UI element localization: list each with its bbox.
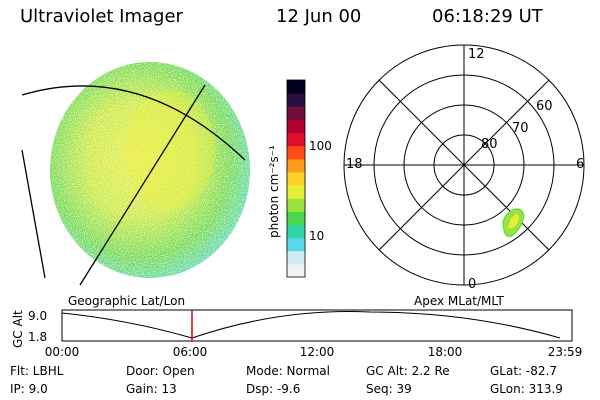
longitude-line-right xyxy=(79,84,206,286)
info-glon: GLon: 313.9 xyxy=(490,382,563,396)
mlt-label-6: 6 xyxy=(576,157,584,172)
info-mode: Mode: Normal xyxy=(246,364,330,378)
polar-axis-diag2 xyxy=(378,79,550,251)
colorbar xyxy=(286,79,306,278)
geographic-image xyxy=(21,62,250,286)
colorbar-segment xyxy=(287,145,305,160)
timeline-xtick-0600: 06:00 xyxy=(173,345,208,359)
info-ip: IP: 9.0 xyxy=(10,382,48,396)
lat-label-80: 80 xyxy=(481,137,498,152)
timeline-ytick-1.8: 1.8 xyxy=(28,330,47,344)
colorbar-segment xyxy=(287,106,305,120)
colorbar-segment xyxy=(287,132,305,147)
colorbar-segment xyxy=(287,119,305,134)
colorbar-segment xyxy=(287,158,305,173)
timeline-frame xyxy=(61,309,573,342)
aurora-texture xyxy=(50,62,250,278)
aurora-bright-band xyxy=(125,90,215,210)
caption-apex: Apex MLat/MLT xyxy=(414,294,504,308)
caption-geographic: Geographic Lat/Lon xyxy=(68,294,185,308)
colorbar-frame xyxy=(286,79,306,278)
colorbar-segment xyxy=(287,237,305,252)
colorbar-tick-100: 100 xyxy=(309,139,332,153)
polar-aurora-core xyxy=(508,214,519,229)
info-seq: Seq: 39 xyxy=(366,382,412,396)
colorbar-segment xyxy=(287,250,305,265)
colorbar-segment xyxy=(287,224,305,239)
lat-label-60: 60 xyxy=(536,99,553,114)
info-gc-alt: GC Alt: 2.2 Re xyxy=(366,364,450,378)
colorbar-segment xyxy=(287,198,305,212)
info-filter: Flt: LBHL xyxy=(10,364,64,378)
timeline-axis-label: GC Alt xyxy=(11,310,25,348)
colorbar-segment xyxy=(287,171,305,186)
latitude-arc xyxy=(21,85,246,161)
lat-label-70: 70 xyxy=(512,121,529,136)
colorbar-tick-10: 10 xyxy=(309,229,324,243)
info-gain: Gain: 13 xyxy=(126,382,177,396)
date-label: 12 Jun 00 xyxy=(276,6,362,27)
info-dsp: Dsp: -9.6 xyxy=(246,382,301,396)
time-label: 06:18:29 UT xyxy=(432,6,543,27)
colorbar-segment xyxy=(287,80,305,94)
colorbar-segment xyxy=(287,263,305,278)
colorbar-segment xyxy=(287,211,305,225)
timeline-xtick-1200: 12:00 xyxy=(300,345,335,359)
timeline-xtick-0000: 00:00 xyxy=(45,345,80,359)
info-door: Door: Open xyxy=(126,364,195,378)
colorbar-unit-label: photon cm⁻²s⁻¹ xyxy=(267,145,281,238)
colorbar-segment xyxy=(287,185,305,199)
polar-plot xyxy=(343,44,585,286)
longitude-line-left xyxy=(21,149,46,279)
timeline-xtick-1800: 18:00 xyxy=(428,345,463,359)
app-title: Ultraviolet Imager xyxy=(20,6,183,27)
orbit-altitude-curve xyxy=(61,311,561,339)
mlt-label-18: 18 xyxy=(346,157,363,172)
timeline-xtick-2359: 23:59 xyxy=(548,345,583,359)
mlt-label-0: 0 xyxy=(468,277,476,292)
mlt-label-12: 12 xyxy=(468,47,485,62)
info-glat: GLat: -82.7 xyxy=(490,364,557,378)
timeline-ytick-9: 9.0 xyxy=(28,309,47,323)
colorbar-segment xyxy=(287,93,305,107)
